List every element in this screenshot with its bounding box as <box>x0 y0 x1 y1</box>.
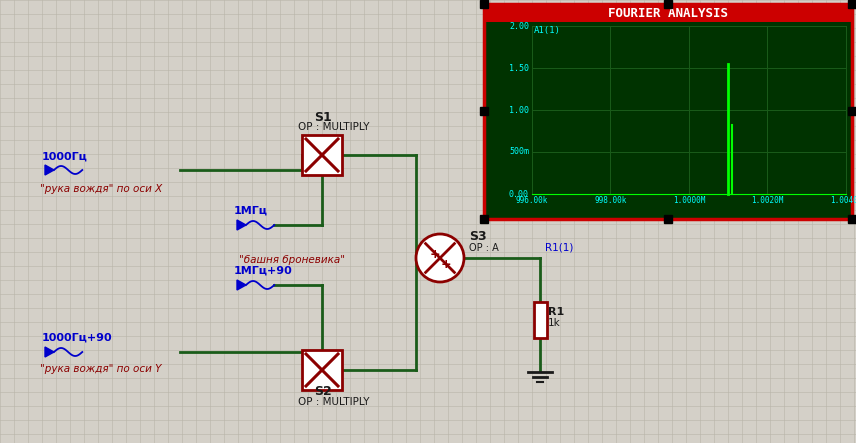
Bar <box>534 302 547 338</box>
Text: 1000Гц+90: 1000Гц+90 <box>42 333 113 343</box>
Bar <box>848 215 856 223</box>
Bar <box>848 107 856 115</box>
Polygon shape <box>45 347 54 357</box>
Text: S1: S1 <box>314 111 332 124</box>
Text: 1.0000M: 1.0000M <box>673 196 705 205</box>
Text: 996.00k: 996.00k <box>516 196 548 205</box>
Text: 998.00k: 998.00k <box>594 196 627 205</box>
Text: "рука вождя" по оси Y: "рука вождя" по оси Y <box>40 364 162 374</box>
Text: S2: S2 <box>314 385 332 398</box>
Text: 1МГц+90: 1МГц+90 <box>234 266 293 276</box>
Text: 500m: 500m <box>509 148 529 156</box>
Text: S3: S3 <box>469 230 486 243</box>
Text: 1.50: 1.50 <box>509 63 529 73</box>
Bar <box>302 135 342 175</box>
Text: 0.00: 0.00 <box>509 190 529 198</box>
Text: OP : MULTIPLY: OP : MULTIPLY <box>298 122 370 132</box>
Text: 1.0040M: 1.0040M <box>829 196 856 205</box>
Bar <box>484 4 852 219</box>
Text: R1(1): R1(1) <box>545 242 574 252</box>
Text: OP : A: OP : A <box>469 243 499 253</box>
Text: 1.00: 1.00 <box>509 105 529 114</box>
Text: 2.00: 2.00 <box>509 22 529 31</box>
Text: 1k: 1k <box>548 318 561 328</box>
Text: +: + <box>430 249 441 261</box>
Bar <box>484 22 852 219</box>
Polygon shape <box>237 280 246 290</box>
Bar <box>480 0 488 8</box>
Polygon shape <box>45 165 54 175</box>
Bar <box>302 350 342 390</box>
Text: "башня броневика": "башня броневика" <box>239 255 345 265</box>
Circle shape <box>416 234 464 282</box>
Text: R1: R1 <box>548 307 564 317</box>
Text: "рука вождя" по оси X: "рука вождя" по оси X <box>40 184 163 194</box>
Bar <box>664 0 672 8</box>
Text: OP : MULTIPLY: OP : MULTIPLY <box>298 397 370 407</box>
Bar <box>480 215 488 223</box>
Bar <box>664 215 672 223</box>
Text: 1000Гц: 1000Гц <box>42 152 88 162</box>
Bar <box>480 107 488 115</box>
Text: 1.0020M: 1.0020M <box>752 196 784 205</box>
Text: A1(1): A1(1) <box>534 26 561 35</box>
Polygon shape <box>237 220 246 230</box>
Text: FOURIER ANALYSIS: FOURIER ANALYSIS <box>608 7 728 19</box>
Bar <box>848 0 856 8</box>
Text: 1МГц: 1МГц <box>234 206 268 216</box>
Text: +: + <box>441 259 452 272</box>
Bar <box>484 4 852 22</box>
